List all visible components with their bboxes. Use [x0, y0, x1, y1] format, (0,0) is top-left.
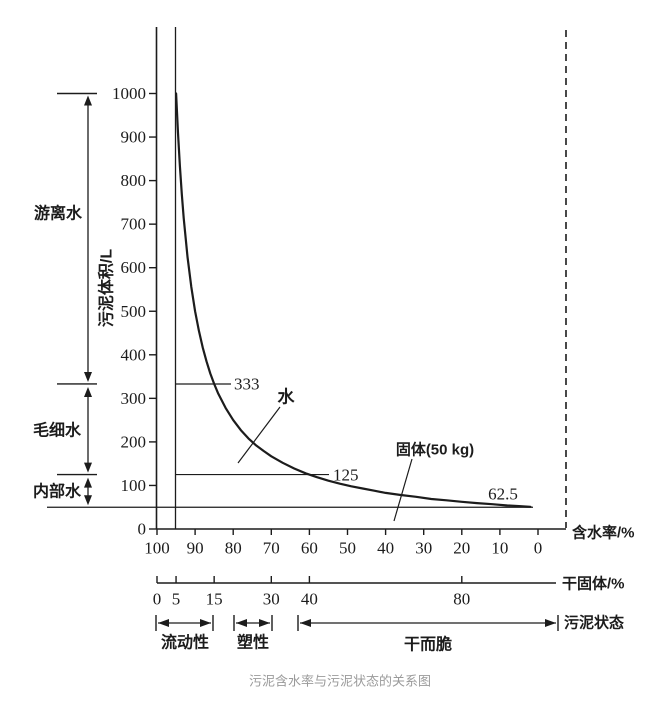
- point-label-62-5: 62.5: [488, 485, 518, 504]
- dry-tick-label-5: 5: [172, 590, 181, 609]
- dry-tick-label-80: 80: [453, 590, 470, 609]
- x-axis-title: 含水率/%: [572, 524, 635, 542]
- bracket-arrowhead-up-0: [84, 95, 92, 106]
- figure-caption: 污泥含水率与污泥状态的关系图: [249, 674, 431, 689]
- region-label-free-water: 游离水: [34, 204, 83, 223]
- region-label-capillary-water: 毛细水: [33, 421, 82, 440]
- y-tick-label-800: 800: [121, 171, 147, 190]
- y-tick-label-300: 300: [121, 389, 147, 408]
- x-tick-label-40: 40: [377, 539, 394, 558]
- x-tick-label-0: 0: [534, 539, 543, 558]
- y-tick-label-700: 700: [121, 215, 147, 234]
- y-tick-label-200: 200: [121, 432, 147, 451]
- y-tick-label-0: 0: [138, 520, 147, 539]
- y-axis-title: 污泥体积/L: [97, 249, 116, 327]
- x-tick-label-100: 100: [144, 539, 170, 558]
- solid-annotation-pointer: [393, 458, 413, 522]
- x-tick-label-80: 80: [225, 539, 242, 558]
- bracket-arrowhead-up-2: [84, 477, 92, 488]
- x-tick-label-50: 50: [339, 539, 356, 558]
- y-tick-label-900: 900: [121, 128, 147, 147]
- state-label-fluid: 流动性: [161, 633, 209, 652]
- bracket-arrowhead-down-2: [84, 495, 92, 506]
- x-tick-label-30: 30: [415, 539, 432, 558]
- annotation-solid-50kg: 固体(50 kg): [396, 441, 474, 459]
- y-tick-label-600: 600: [121, 258, 147, 277]
- y-tick-label-400: 400: [121, 345, 147, 364]
- dry-tick-label-0: 0: [153, 590, 162, 609]
- y-tick-label-500: 500: [121, 302, 147, 321]
- refline-label-125: 125: [333, 466, 359, 485]
- x-tick-label-70: 70: [263, 539, 280, 558]
- x-tick-label-10: 10: [491, 539, 508, 558]
- state-label-dry-brittle: 干而脆: [404, 635, 452, 654]
- dry-solids-axis-title: 干固体/%: [562, 575, 625, 593]
- volume-vs-moisture-curve: [175, 92, 532, 508]
- bracket-arrowhead-up-1: [84, 386, 92, 397]
- state-label-plastic: 塑性: [237, 633, 269, 652]
- region-label-internal-water: 内部水: [33, 482, 82, 501]
- dry-tick-label-15: 15: [206, 590, 223, 609]
- water-annotation-pointer: [237, 406, 281, 464]
- x-tick-label-20: 20: [453, 539, 470, 558]
- x-tick-label-90: 90: [187, 539, 204, 558]
- state-axis-title: 污泥状态: [564, 614, 624, 632]
- refline-label-333: 333: [234, 375, 260, 394]
- x-tick-label-60: 60: [301, 539, 318, 558]
- y-tick-label-100: 100: [121, 476, 147, 495]
- bracket-arrowhead-down-1: [84, 462, 92, 473]
- bracket-arrowhead-down-0: [84, 371, 92, 382]
- annotation-water: 水: [278, 387, 296, 407]
- dry-tick-label-30: 30: [263, 590, 280, 609]
- dry-tick-label-40: 40: [301, 590, 318, 609]
- y-tick-label-1000: 1000: [112, 84, 146, 103]
